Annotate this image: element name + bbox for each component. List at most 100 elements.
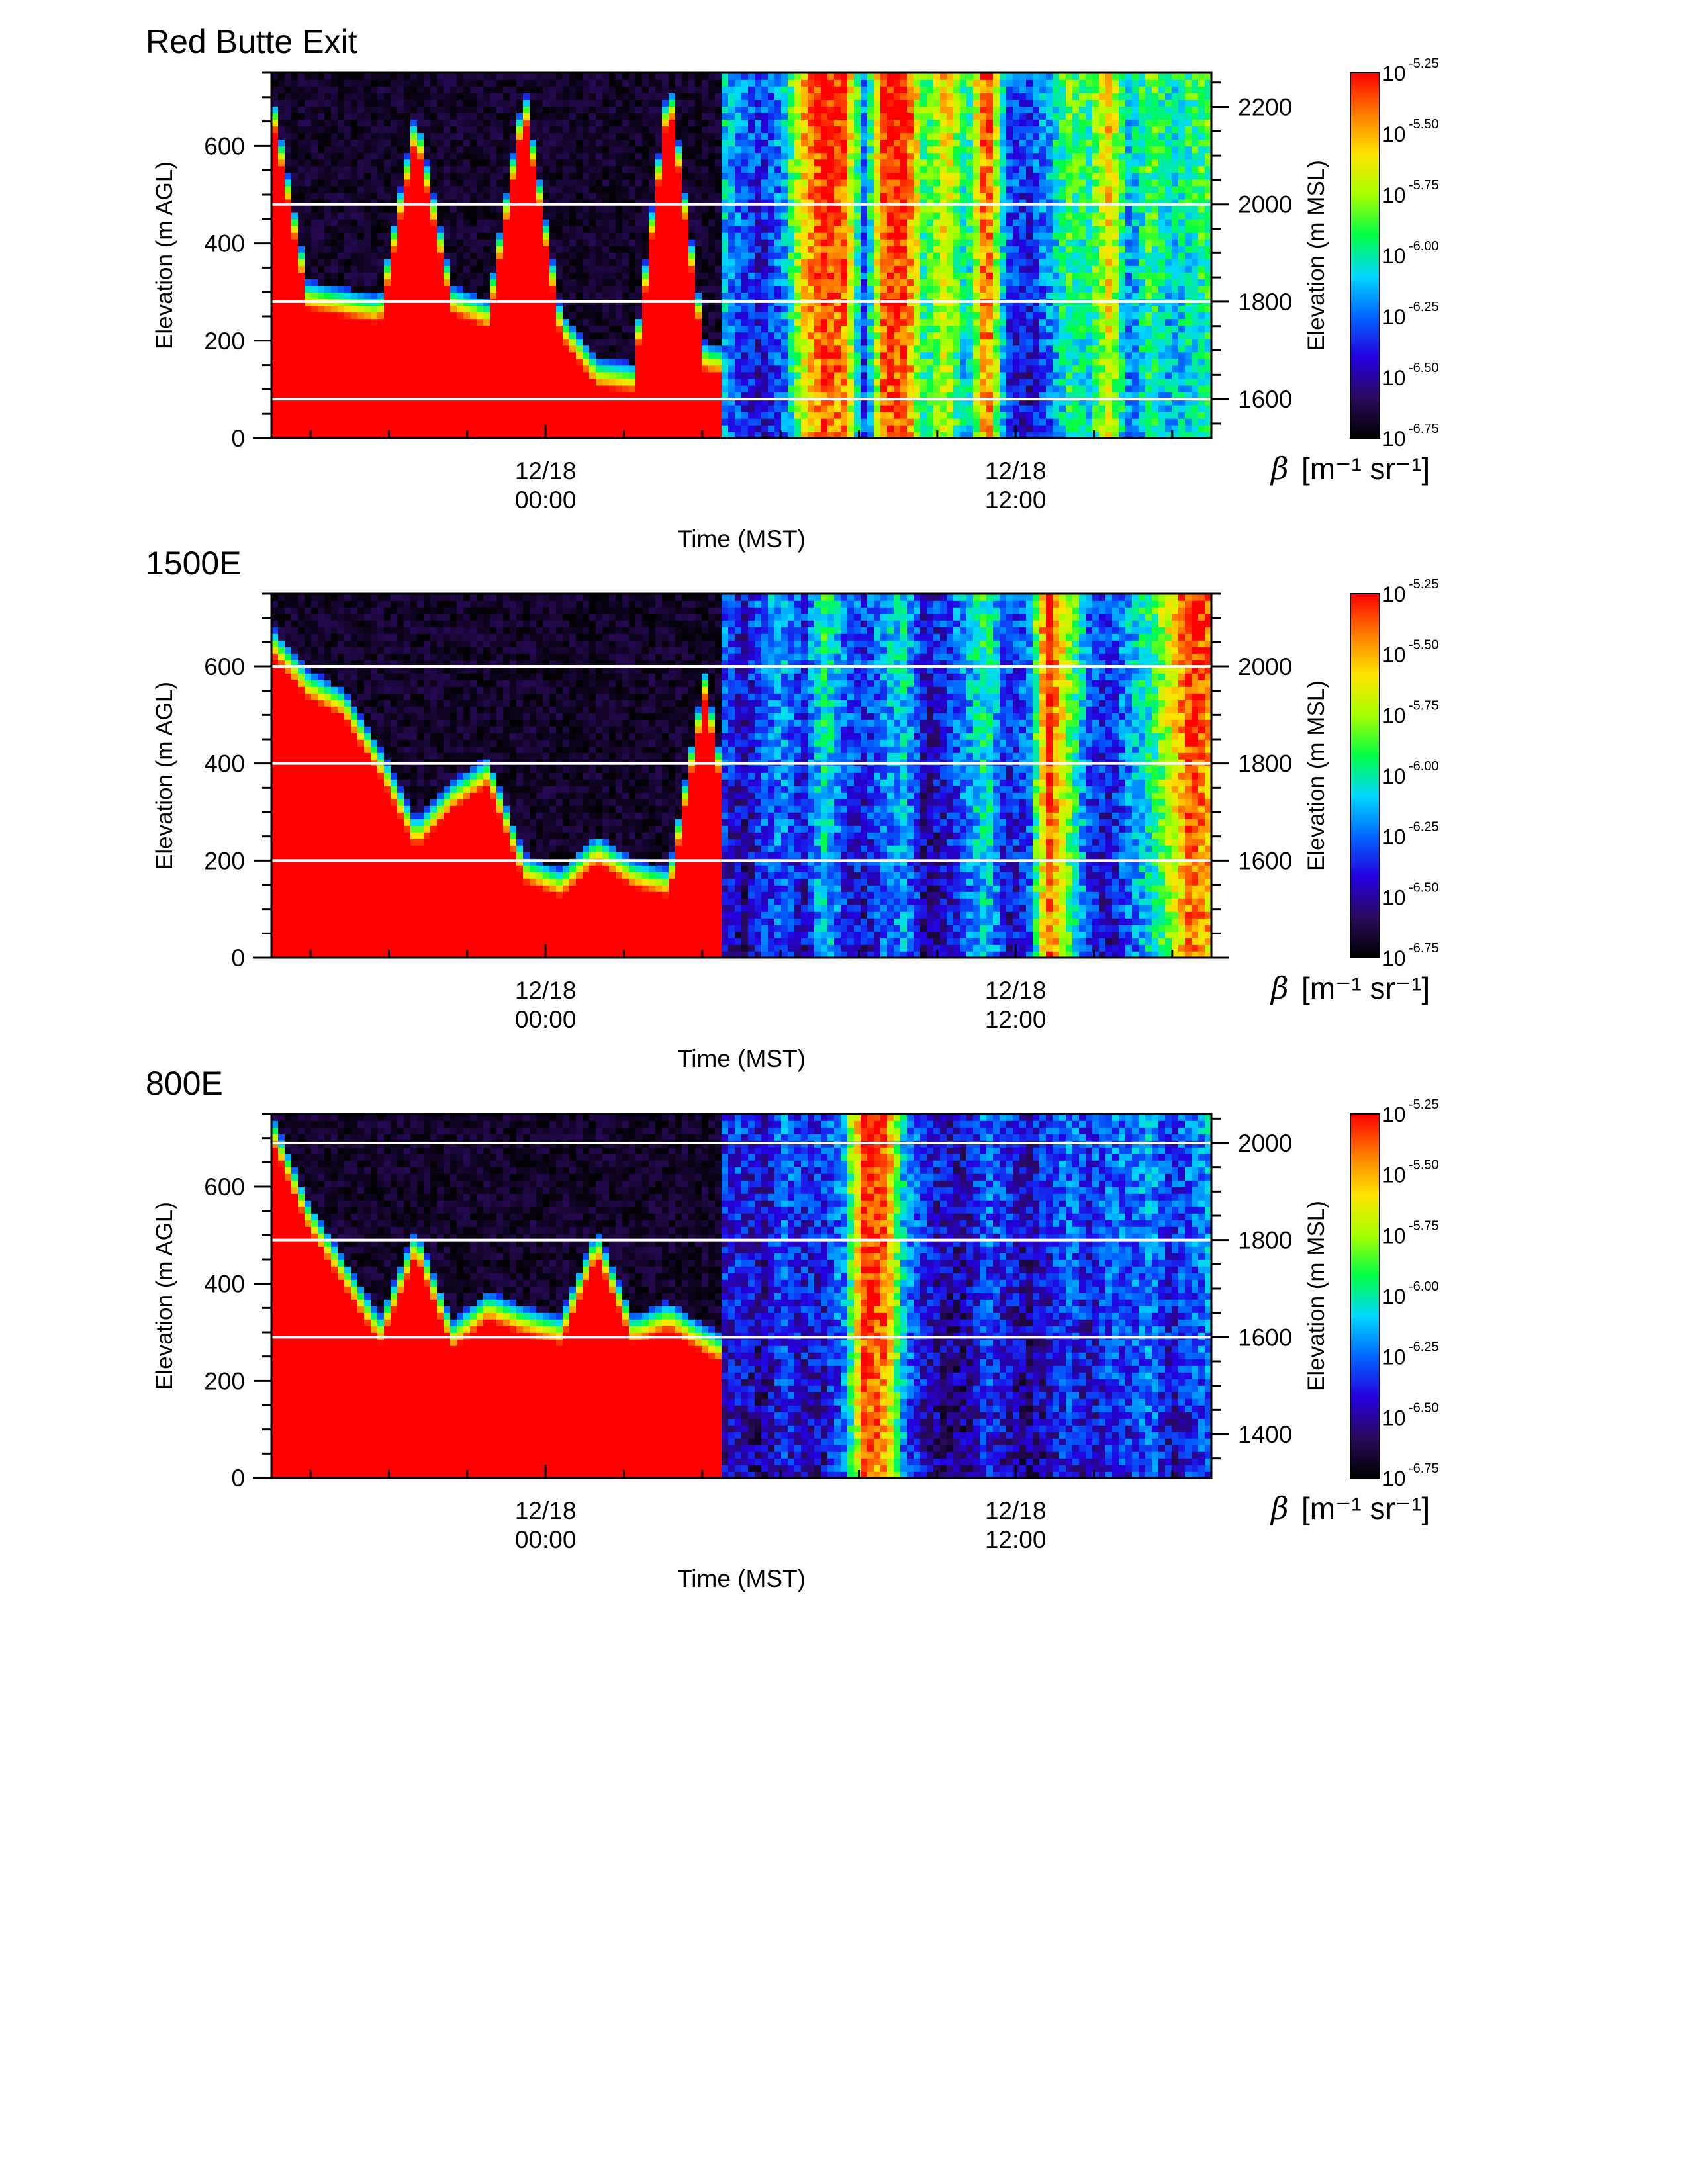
heatmap-cell [682, 265, 689, 273]
heatmap-cell [602, 199, 610, 206]
heatmap-cell [391, 338, 398, 346]
heatmap-cell [669, 312, 676, 320]
heatmap-cell [596, 218, 603, 226]
heatmap-cell [861, 338, 868, 346]
heatmap-cell [788, 232, 795, 240]
heatmap-cell [755, 199, 762, 206]
heatmap-cell [642, 251, 649, 259]
heatmap-cell [424, 113, 431, 120]
heatmap-cell [470, 79, 477, 87]
heatmap-cell [774, 418, 782, 426]
heatmap-cell [688, 265, 696, 273]
heatmap-cell [424, 225, 431, 233]
heatmap-cell [477, 312, 484, 320]
heatmap-cell [827, 165, 835, 173]
heatmap-cell [410, 245, 418, 253]
heatmap-cell [662, 99, 669, 107]
heatmap-cell [523, 99, 530, 107]
heatmap-cell [338, 424, 345, 432]
heatmap-cell [695, 126, 702, 134]
heatmap-cell [814, 404, 821, 412]
heatmap-cell [477, 378, 484, 386]
heatmap-cell [748, 391, 755, 399]
heatmap-cell [338, 152, 345, 160]
heatmap-cell [715, 325, 722, 333]
heatmap-cell [596, 225, 603, 233]
heatmap-cell [649, 345, 656, 353]
heatmap-cell [768, 139, 775, 147]
heatmap-cell [788, 312, 795, 320]
heatmap-cell [847, 365, 855, 373]
heatmap-cell [801, 365, 808, 373]
heatmap-cell [583, 179, 590, 187]
heatmap-cell [735, 185, 742, 193]
heatmap-cell [344, 391, 352, 399]
heatmap-cell [655, 119, 663, 127]
heatmap-cell [596, 79, 603, 87]
heatmap-cell [278, 338, 285, 346]
heatmap-cell [563, 212, 570, 220]
heatmap-cell [444, 365, 451, 373]
heatmap-cell [867, 192, 874, 200]
heatmap-cell [437, 159, 444, 167]
heatmap-cell [682, 371, 689, 379]
heatmap-cell [861, 272, 868, 279]
heatmap-cell [669, 106, 676, 114]
heatmap-cell [563, 332, 570, 340]
heatmap-cell [821, 272, 828, 279]
heatmap-cell [357, 139, 365, 147]
heatmap-cell [768, 165, 775, 173]
heatmap-cell [655, 385, 663, 392]
heatmap-cell [814, 418, 821, 426]
heatmap-cell [417, 259, 424, 266]
heatmap-cell [589, 279, 596, 286]
heatmap-cell [861, 232, 868, 240]
heatmap-cell [364, 165, 371, 173]
heatmap-cell [741, 205, 749, 213]
heatmap-cell [801, 312, 808, 320]
heatmap-cell [470, 192, 477, 200]
heatmap-cell [708, 225, 716, 233]
heatmap-cell [616, 385, 623, 392]
heatmap-cell [847, 225, 855, 233]
heatmap-cell [662, 199, 669, 206]
heatmap-cell [781, 272, 788, 279]
heatmap-cell [741, 99, 749, 107]
heatmap-cell [457, 265, 464, 273]
heatmap-cell [867, 318, 874, 326]
heatmap-cell [397, 139, 404, 147]
heatmap-cell [781, 285, 788, 293]
heatmap-cell [318, 192, 325, 200]
heatmap-cell [410, 272, 418, 279]
heatmap-cell [477, 272, 484, 279]
heatmap-cell [635, 431, 643, 438]
heatmap-cell [675, 391, 682, 399]
heatmap-cell [377, 132, 385, 140]
heatmap-cell [675, 338, 682, 346]
heatmap-cell [616, 404, 623, 412]
heatmap-cell [629, 431, 636, 438]
heatmap-cell [324, 139, 332, 147]
heatmap-cell [735, 218, 742, 226]
heatmap-cell [821, 238, 828, 246]
heatmap-cell [794, 391, 802, 399]
heatmap-cell [391, 391, 398, 399]
heatmap-cell [788, 371, 795, 379]
heatmap-cell [682, 279, 689, 286]
heatmap-cell [463, 378, 471, 386]
heatmap-cell [510, 325, 517, 333]
heatmap-cell [444, 165, 451, 173]
heatmap-cell [437, 238, 444, 246]
heatmap-cell [391, 371, 398, 379]
heatmap-cell [391, 106, 398, 114]
heatmap-cell [814, 398, 821, 406]
heatmap-cell [457, 418, 464, 426]
heatmap-cell [861, 418, 868, 426]
heatmap-cell [331, 305, 338, 313]
heatmap-cell [377, 371, 385, 379]
heatmap-cell [410, 251, 418, 259]
heatmap-cell [755, 185, 762, 193]
heatmap-cell [669, 212, 676, 220]
heatmap-cell [728, 232, 735, 240]
heatmap-cell [417, 199, 424, 206]
